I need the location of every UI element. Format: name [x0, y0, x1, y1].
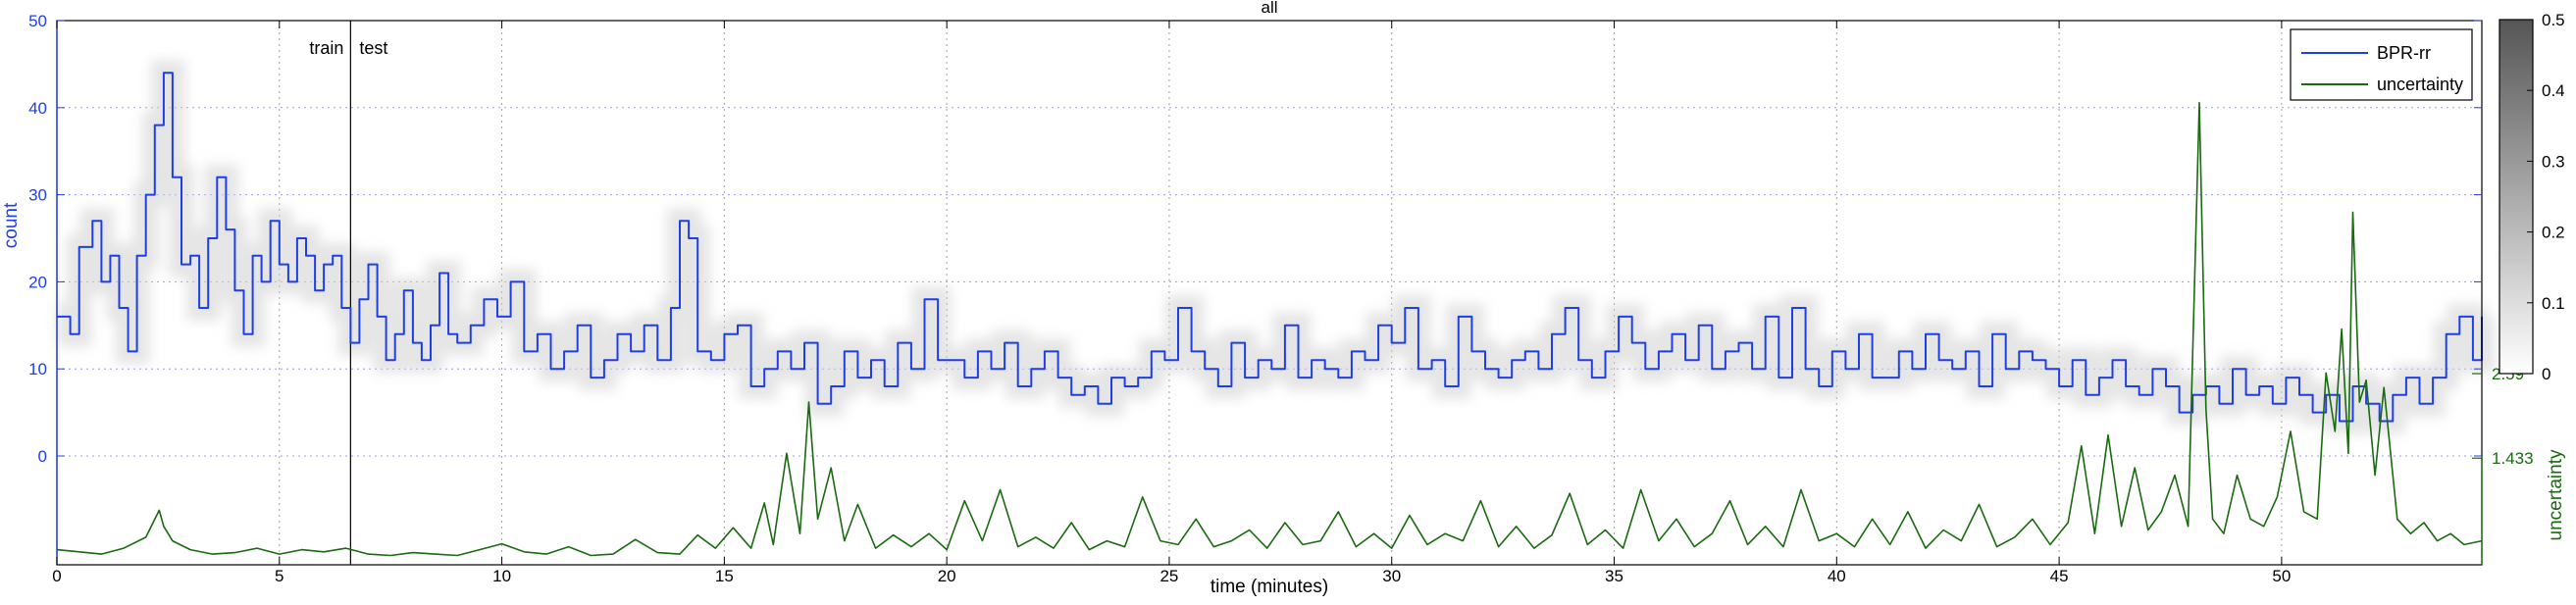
legend-label-bpr-rr: BPR-rr: [2377, 43, 2431, 63]
x-tick-label: 35: [1605, 567, 1623, 585]
series-line-uncertainty: [56, 101, 2483, 557]
y-axis-label-uncertainty: uncertainty: [2546, 449, 2566, 540]
colorbar-tick-label: 0.5: [2542, 11, 2565, 29]
colorbar-gradient: [2499, 19, 2534, 375]
y-tick-label-count: 30: [28, 186, 47, 205]
x-tick-label: 15: [715, 567, 734, 585]
annotation-train: train: [309, 38, 343, 58]
legend-box: [2290, 28, 2473, 101]
x-tick-label: 0: [52, 567, 61, 585]
colorbar-tick-label: 0: [2542, 365, 2550, 383]
y-tick-label-count: 10: [28, 360, 47, 378]
x-tick-label: 25: [1159, 567, 1178, 585]
annotation-test: test: [359, 38, 387, 58]
x-tick-label: 20: [938, 567, 956, 585]
x-axis-label: time (minutes): [1211, 577, 1328, 597]
x-tick-label: 30: [1382, 567, 1401, 585]
x-tick-label: 10: [492, 567, 511, 585]
colorbar-tick-label: 0.1: [2542, 294, 2565, 313]
legend: BPR-rr uncertainty: [2290, 28, 2473, 101]
colorbar-tick-label: 0.2: [2542, 224, 2565, 242]
colorbar-tick-label: 0.4: [2542, 81, 2565, 100]
x-tick-label: 45: [2050, 567, 2069, 585]
y-tick-label-count: 20: [28, 273, 47, 291]
y-tick-label-count: 0: [38, 447, 47, 466]
x-tick-label: 50: [2272, 567, 2291, 585]
colorbar-tick-label: 0.3: [2542, 152, 2565, 171]
train-test-split: train test: [309, 21, 387, 565]
colorbar-ticks: 0 0.1 0.2 0.3 0.4 0.5: [2527, 11, 2565, 383]
legend-label-uncertainty: uncertainty: [2377, 75, 2463, 94]
colorbar: 0 0.1 0.2 0.3 0.4 0.5: [2499, 11, 2565, 383]
y-axis-label-count: count: [1, 202, 22, 248]
uncertainty-band: [57, 60, 2495, 434]
y-tick-label-count: 50: [28, 12, 47, 30]
chart-title: all: [1261, 0, 1277, 17]
y-tick-label-count: 40: [28, 99, 47, 118]
x-tick-label: 40: [1828, 567, 1846, 585]
x-tick-label: 5: [275, 567, 283, 585]
series-line-bpr-rr: [57, 72, 2483, 423]
y-tick-label-uncertainty: 1.433: [2492, 449, 2534, 468]
